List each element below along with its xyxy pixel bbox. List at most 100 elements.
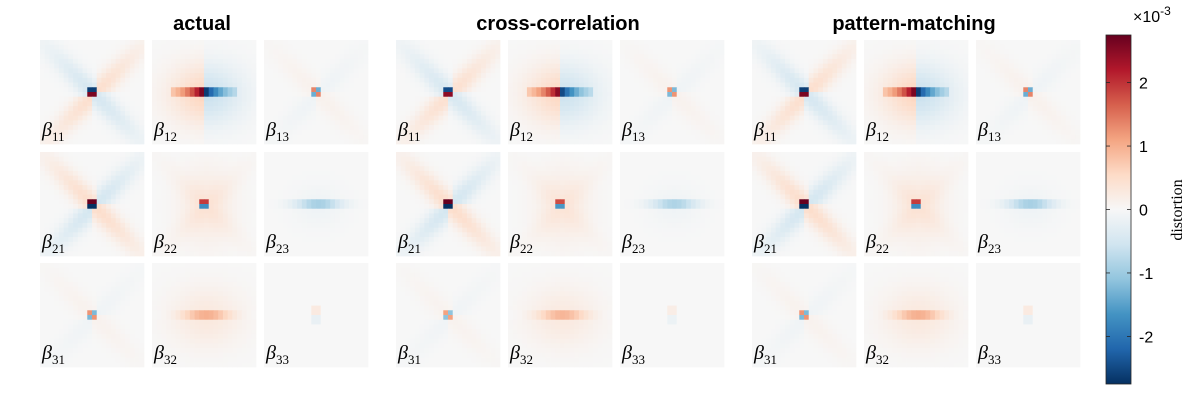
heatmap-pixel (349, 199, 355, 205)
heatmap-pixel (161, 120, 167, 126)
heatmap-pixel (429, 134, 435, 140)
heatmap-pixel (161, 82, 167, 88)
heatmap-pixel (204, 185, 210, 191)
heatmap-pixel (550, 58, 556, 64)
heatmap-pixel (512, 54, 518, 60)
heatmap-pixel (396, 110, 402, 116)
heatmap-pixel (237, 338, 243, 344)
heatmap-pixel (139, 92, 145, 98)
heatmap-pixel (218, 189, 224, 195)
heatmap-pixel (40, 194, 46, 200)
heatmap-pixel (301, 73, 307, 79)
heatmap-pixel (268, 232, 274, 238)
heatmap-pixel (204, 241, 210, 247)
heatmap-pixel (134, 232, 140, 238)
heatmap-pixel (410, 106, 416, 112)
heatmap-pixel (396, 73, 402, 79)
heatmap-pixel (68, 281, 74, 287)
heatmap-pixel (410, 134, 416, 140)
heatmap-pixel (268, 329, 274, 335)
heatmap-pixel (129, 267, 135, 273)
heatmap-pixel (316, 170, 322, 176)
heatmap-pixel (161, 296, 167, 302)
heatmap-pixel (419, 49, 425, 55)
heatmap-pixel (400, 134, 406, 140)
heatmap-pixel (106, 73, 112, 79)
heatmap-pixel (452, 125, 458, 131)
heatmap-pixel (129, 49, 135, 55)
heatmap-pixel (96, 92, 102, 98)
heatmap-pixel (156, 156, 162, 162)
heatmap-pixel (278, 82, 284, 88)
heatmap-pixel (344, 87, 350, 93)
heatmap-pixel (106, 291, 112, 297)
heatmap-pixel (237, 286, 243, 292)
heatmap-pixel (73, 286, 79, 292)
heatmap-pixel (353, 300, 359, 306)
heatmap-pixel (96, 204, 102, 210)
heatmap-pixel (101, 175, 107, 181)
heatmap-pixel (166, 134, 172, 140)
heatmap-pixel (204, 277, 210, 283)
heatmap-pixel (129, 110, 135, 116)
heatmap-pixel (476, 129, 482, 135)
heatmap-pixel (161, 185, 167, 191)
heatmap-pixel (232, 152, 238, 158)
heatmap-pixel (287, 129, 293, 135)
heatmap-pixel (433, 49, 439, 55)
heatmap-pixel (564, 49, 570, 55)
heatmap-pixel (241, 185, 247, 191)
heatmap-pixel (152, 194, 158, 200)
heatmap-pixel (222, 267, 228, 273)
heatmap-pixel (227, 92, 233, 98)
heatmap-pixel (125, 357, 131, 363)
heatmap-pixel (68, 73, 74, 79)
heatmap-pixel (306, 324, 312, 330)
heatmap-pixel (139, 40, 145, 46)
heatmap-pixel (349, 63, 355, 69)
heatmap-pixel (363, 68, 369, 74)
heatmap-pixel (311, 300, 317, 306)
heatmap-pixel (125, 73, 131, 79)
heatmap-pixel (227, 362, 233, 368)
heatmap-pixel (44, 362, 50, 368)
heatmap-pixel (44, 199, 50, 205)
heatmap-pixel (156, 166, 162, 172)
heatmap-pixel (358, 251, 364, 257)
heatmap-pixel (166, 357, 172, 363)
heatmap-pixel (301, 241, 307, 247)
heatmap-pixel (152, 125, 158, 131)
heatmap-pixel (120, 218, 126, 224)
heatmap-pixel (125, 222, 131, 228)
heatmap-pixel (134, 251, 140, 257)
heatmap-pixel (180, 352, 186, 358)
heatmap-pixel (185, 286, 191, 292)
heatmap-pixel (49, 68, 55, 74)
heatmap-pixel (237, 96, 243, 102)
heatmap-pixel (301, 68, 307, 74)
heatmap-pixel (292, 272, 298, 278)
heatmap-pixel (273, 134, 279, 140)
heatmap-pixel (466, 125, 472, 131)
heatmap-pixel (490, 49, 496, 55)
heatmap-pixel (344, 54, 350, 60)
heatmap-pixel (185, 101, 191, 107)
heatmap-pixel (96, 77, 102, 83)
heatmap-pixel (161, 68, 167, 74)
heatmap-pixel (175, 305, 181, 311)
heatmap-pixel (452, 129, 458, 135)
heatmap-pixel (194, 333, 200, 339)
heatmap-pixel (170, 180, 176, 186)
heatmap-pixel (185, 166, 191, 172)
heatmap-pixel (597, 49, 603, 55)
heatmap-pixel (170, 199, 176, 205)
heatmap-pixel (246, 189, 252, 195)
heatmap-pixel (311, 237, 317, 243)
heatmap-pixel (125, 189, 131, 195)
heatmap-pixel (58, 246, 64, 252)
heatmap-pixel (96, 63, 102, 69)
heatmap-pixel (129, 170, 135, 176)
heatmap-pixel (92, 263, 98, 269)
heatmap-pixel (101, 357, 107, 363)
heatmap-pixel (353, 101, 359, 107)
